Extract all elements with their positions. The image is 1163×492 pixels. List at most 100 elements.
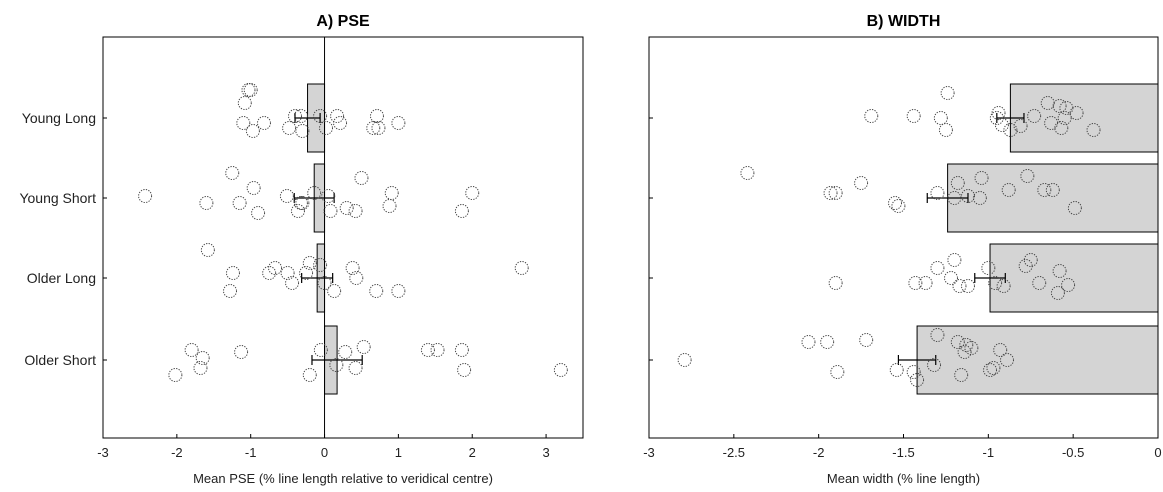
data-point-pse-2-4	[345, 261, 360, 275]
data-point-width-3-18	[910, 373, 925, 387]
data-point-pse-2-16	[391, 284, 406, 298]
data-point-width-1-14	[947, 191, 962, 205]
data-point-width-3-12	[906, 365, 921, 379]
data-point-pse-1-3	[279, 189, 294, 203]
data-point-pse-1-1	[225, 166, 240, 180]
data-point-width-0-7	[906, 109, 921, 123]
data-point-pse-2-3	[313, 258, 328, 272]
data-point-width-3-4	[950, 335, 965, 349]
data-point-width-0-12	[1044, 116, 1059, 130]
data-point-width-2-15	[1061, 278, 1076, 292]
data-point-width-3-17	[830, 365, 845, 379]
data-point-pse-0-1	[243, 83, 258, 97]
data-point-width-0-16	[1003, 123, 1018, 137]
data-point-pse-1-6	[354, 171, 369, 185]
data-point-pse-2-12	[223, 284, 238, 298]
x-tick-label-pse-4: 1	[395, 445, 402, 460]
data-point-width-1-1	[854, 176, 869, 190]
data-point-pse-0-17	[391, 116, 406, 130]
data-point-pse-1-5	[321, 189, 336, 203]
data-point-width-0-1	[991, 106, 1006, 120]
data-point-width-1-13	[888, 196, 903, 210]
data-point-pse-2-11	[349, 271, 364, 285]
data-point-width-3-11	[927, 358, 942, 372]
data-point-width-2-1	[1023, 253, 1038, 267]
data-point-pse-2-6	[225, 266, 240, 280]
data-point-pse-1-7	[384, 186, 399, 200]
data-point-pse-0-11	[282, 121, 297, 135]
data-point-pse-0-10	[245, 124, 260, 138]
x-tick-label-width-0: -3	[643, 445, 655, 460]
data-point-width-0-9	[989, 111, 1004, 125]
data-point-width-3-16	[983, 363, 998, 377]
data-point-pse-3-0	[184, 343, 199, 357]
data-point-pse-3-5	[420, 343, 435, 357]
data-point-pse-2-15	[369, 284, 384, 298]
data-point-pse-1-19	[323, 204, 338, 218]
data-point-width-0-14	[1086, 123, 1101, 137]
data-point-pse-1-13	[339, 201, 354, 215]
data-point-pse-2-9	[299, 266, 314, 280]
data-point-pse-2-13	[285, 276, 300, 290]
data-point-width-2-10	[952, 279, 967, 293]
data-point-pse-3-9	[193, 361, 208, 375]
data-point-width-2-8	[918, 276, 933, 290]
data-point-pse-2-0	[200, 243, 215, 257]
data-point-width-0-10	[994, 118, 1009, 132]
data-point-width-0-0	[940, 86, 955, 100]
data-point-width-3-6	[964, 341, 979, 355]
data-point-pse-2-8	[280, 266, 295, 280]
data-point-width-2-16	[1050, 286, 1065, 300]
data-point-pse-3-14	[168, 368, 183, 382]
data-point-width-1-4	[823, 186, 838, 200]
data-point-width-1-7	[950, 176, 965, 190]
data-point-width-1-9	[1001, 183, 1016, 197]
bar-width-3	[916, 325, 1159, 395]
data-point-width-1-16	[1067, 201, 1082, 215]
data-point-width-3-14	[986, 361, 1001, 375]
data-point-pse-2-1	[268, 261, 283, 275]
data-point-pse-3-1	[234, 345, 249, 359]
data-point-width-3-0	[930, 328, 945, 342]
x-tick-label-width-6: 0	[1154, 445, 1161, 460]
data-point-width-3-1	[801, 335, 816, 349]
data-point-width-3-8	[993, 343, 1008, 357]
data-point-width-0-4	[1059, 101, 1074, 115]
data-point-pse-0-5	[313, 109, 328, 123]
x-tick-label-pse-3: 0	[321, 445, 328, 460]
data-point-width-2-2	[930, 261, 945, 275]
x-tick-label-width-3: -1.5	[892, 445, 914, 460]
data-point-pse-3-15	[302, 368, 317, 382]
data-point-width-0-18	[1054, 121, 1069, 135]
data-point-pse-0-2	[237, 96, 252, 110]
data-point-width-2-0	[947, 253, 962, 267]
data-point-pse-0-12	[295, 124, 310, 138]
category-label-3: Older Short	[24, 352, 96, 368]
data-point-pse-1-12	[290, 204, 305, 218]
x-tick-label-width-4: -1	[983, 445, 995, 460]
x-tick-label-pse-2: -1	[245, 445, 257, 460]
data-point-width-2-11	[960, 279, 975, 293]
data-point-pse-1-14	[348, 204, 363, 218]
bar-width-2	[989, 243, 1159, 313]
data-point-pse-0-15	[366, 121, 381, 135]
data-point-width-0-15	[938, 123, 953, 137]
data-point-pse-3-11	[348, 361, 363, 375]
data-point-pse-1-10	[232, 196, 247, 210]
data-point-width-2-5	[1052, 264, 1067, 278]
data-point-pse-3-13	[553, 363, 568, 377]
data-point-width-0-6	[864, 109, 879, 123]
x-tick-label-width-5: -0.5	[1062, 445, 1084, 460]
data-point-pse-2-5	[514, 261, 529, 275]
data-point-pse-3-10	[329, 358, 344, 372]
data-point-pse-3-7	[454, 343, 469, 357]
data-point-width-2-12	[988, 276, 1003, 290]
data-point-pse-2-7	[262, 266, 277, 280]
data-point-width-0-5	[1069, 106, 1084, 120]
data-point-width-2-7	[908, 276, 923, 290]
data-point-pse-0-7	[369, 109, 384, 123]
x-axis-label-pse: Mean PSE (% line length relative to veri…	[193, 471, 493, 486]
data-point-pse-1-8	[465, 186, 480, 200]
plot-frame-pse	[102, 36, 584, 439]
